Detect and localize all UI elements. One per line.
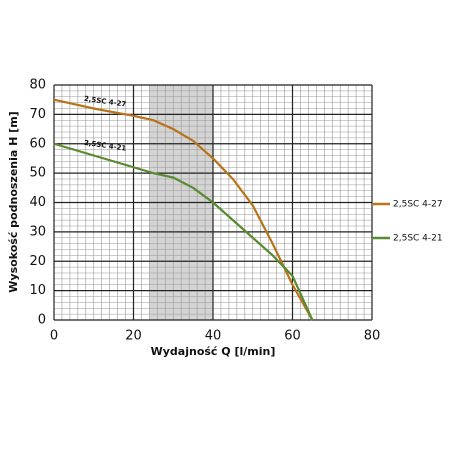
legend-label: 2,5SC 4-21: [393, 234, 443, 244]
y-tick-label: 30: [29, 224, 46, 239]
x-tick-label: 0: [50, 329, 58, 344]
x-tick-label: 40: [205, 329, 222, 344]
y-axis-label: Wysokość podnoszenia H [m]: [7, 111, 20, 292]
legend-label: 2,5SC 4-27: [393, 200, 443, 210]
x-tick-label: 20: [125, 329, 142, 344]
x-axis-label: Wydajność Q [l/min]: [151, 345, 276, 358]
series-line: [53, 98, 314, 321]
y-tick-label: 70: [29, 107, 46, 122]
series-label: 2,5SC 4-21: [83, 139, 126, 153]
x-tick-label: 80: [364, 329, 381, 344]
y-tick-label: 20: [29, 254, 46, 269]
y-tick-label: 60: [29, 136, 46, 151]
y-tick-label: 0: [38, 313, 46, 328]
series-line: [53, 142, 314, 321]
y-tick-label: 80: [29, 78, 46, 93]
y-tick-label: 50: [29, 166, 46, 181]
y-tick-label: 40: [29, 195, 46, 210]
y-tick-label: 10: [29, 283, 46, 298]
x-tick-label: 60: [284, 329, 301, 344]
